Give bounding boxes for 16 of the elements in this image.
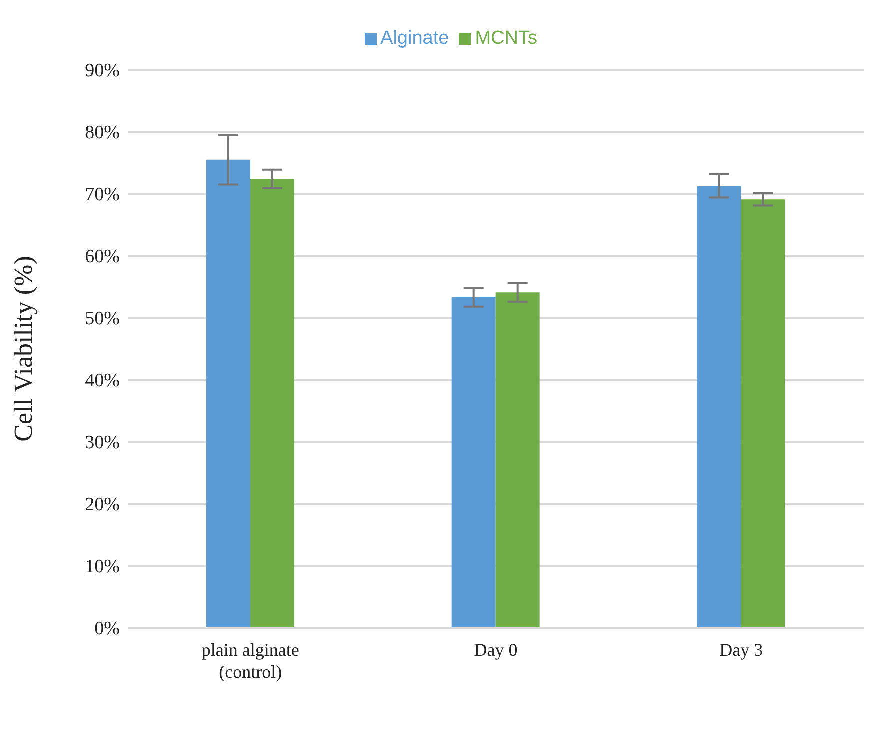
x-tick-label: Day 0 xyxy=(474,640,518,660)
x-tick-label: Day 3 xyxy=(720,640,764,660)
y-tick-label: 10% xyxy=(85,556,120,578)
x-tick-label: plain alginate (control) xyxy=(202,640,300,682)
legend-label: Alginate xyxy=(380,28,450,49)
legend-label: MCNTs xyxy=(475,28,538,49)
y-tick-label: 20% xyxy=(85,494,120,516)
y-tick-label: 60% xyxy=(85,246,120,268)
y-axis-title: Cell Viability (%) xyxy=(9,256,38,442)
y-tick-label: 70% xyxy=(85,184,120,206)
y-tick-label: 40% xyxy=(85,370,120,392)
y-tick-label: 80% xyxy=(85,122,120,144)
y-tick-label: 50% xyxy=(85,308,120,330)
y-tick-label: 90% xyxy=(85,60,120,82)
y-tick-label: 0% xyxy=(94,618,120,640)
y-tick-label: 30% xyxy=(85,432,120,454)
